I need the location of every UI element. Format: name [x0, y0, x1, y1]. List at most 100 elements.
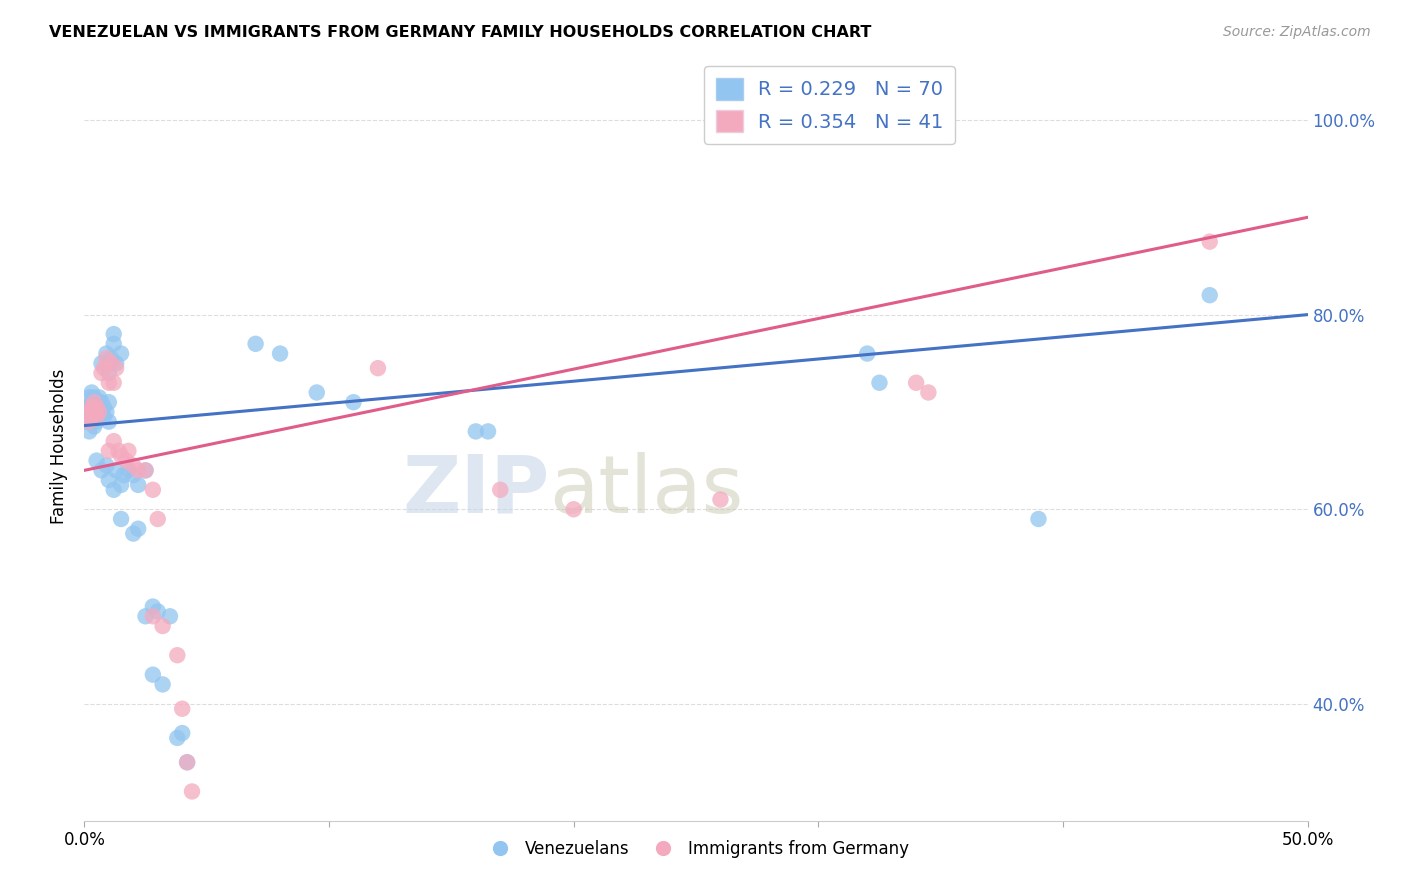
- Point: [90, 356, 112, 370]
- Point: [86, 453, 108, 467]
- Point: [83, 409, 105, 424]
- Point: [464, 425, 486, 439]
- Point: [142, 599, 165, 614]
- Point: [97, 376, 120, 390]
- Point: [110, 512, 132, 526]
- Point: [856, 346, 879, 360]
- Text: VENEZUELAN VS IMMIGRANTS FROM GERMANY FAMILY HOUSEHOLDS CORRELATION CHART: VENEZUELAN VS IMMIGRANTS FROM GERMANY FA…: [49, 25, 872, 40]
- Point: [115, 453, 138, 467]
- Point: [77, 390, 100, 404]
- Point: [87, 400, 110, 414]
- Point: [90, 395, 112, 409]
- Point: [80, 395, 103, 409]
- Point: [367, 361, 389, 376]
- Point: [103, 327, 125, 342]
- Point: [166, 731, 188, 745]
- Point: [83, 400, 105, 414]
- Point: [477, 425, 499, 439]
- Point: [905, 376, 928, 390]
- Point: [105, 361, 128, 376]
- Point: [176, 756, 198, 770]
- Point: [97, 473, 120, 487]
- Point: [97, 443, 120, 458]
- Point: [172, 726, 194, 740]
- Point: [87, 409, 110, 424]
- Point: [135, 609, 157, 624]
- Point: [86, 405, 108, 419]
- Point: [93, 361, 115, 376]
- Point: [77, 415, 100, 429]
- Point: [127, 522, 149, 536]
- Point: [142, 483, 165, 497]
- Point: [146, 512, 169, 526]
- Point: [80, 405, 103, 419]
- Point: [87, 390, 110, 404]
- Point: [105, 463, 128, 477]
- Point: [76, 409, 98, 424]
- Point: [122, 526, 145, 541]
- Point: [83, 405, 105, 419]
- Point: [83, 390, 105, 404]
- Point: [159, 609, 181, 624]
- Point: [342, 395, 364, 409]
- Point: [90, 366, 112, 380]
- Point: [127, 463, 149, 477]
- Point: [122, 458, 145, 473]
- Text: ZIP: ZIP: [402, 452, 550, 530]
- Point: [96, 405, 118, 419]
- Point: [97, 415, 120, 429]
- Point: [80, 415, 103, 429]
- Point: [103, 434, 125, 449]
- Point: [80, 400, 103, 414]
- Point: [76, 415, 98, 429]
- Point: [562, 502, 585, 516]
- Point: [166, 648, 188, 663]
- Point: [96, 346, 118, 360]
- Point: [100, 356, 122, 370]
- Point: [96, 458, 118, 473]
- Point: [1198, 288, 1220, 302]
- Point: [93, 409, 115, 424]
- Legend: Venezuelans, Immigrants from Germany: Venezuelans, Immigrants from Germany: [477, 833, 915, 864]
- Point: [135, 463, 157, 477]
- Point: [181, 784, 204, 798]
- Point: [100, 351, 122, 366]
- Point: [90, 463, 112, 477]
- Point: [176, 756, 198, 770]
- Point: [103, 336, 125, 351]
- Point: [110, 346, 132, 360]
- Point: [97, 395, 120, 409]
- Point: [87, 405, 110, 419]
- Point: [917, 385, 939, 400]
- Point: [86, 409, 108, 424]
- Point: [152, 619, 174, 633]
- Point: [76, 405, 98, 419]
- Point: [172, 702, 194, 716]
- Point: [77, 425, 100, 439]
- Point: [80, 385, 103, 400]
- Point: [142, 609, 165, 624]
- Point: [1198, 235, 1220, 249]
- Point: [269, 346, 291, 360]
- Point: [86, 395, 108, 409]
- Point: [245, 336, 267, 351]
- Point: [142, 667, 165, 681]
- Point: [110, 478, 132, 492]
- Text: Source: ZipAtlas.com: Source: ZipAtlas.com: [1223, 25, 1371, 39]
- Point: [152, 677, 174, 691]
- Point: [103, 376, 125, 390]
- Point: [489, 483, 512, 497]
- Point: [83, 395, 105, 409]
- Point: [117, 463, 139, 477]
- Point: [97, 366, 120, 380]
- Text: atlas: atlas: [550, 452, 744, 530]
- Point: [86, 415, 108, 429]
- Point: [107, 443, 129, 458]
- Point: [90, 405, 112, 419]
- Point: [103, 483, 125, 497]
- Point: [127, 478, 149, 492]
- Point: [135, 463, 157, 477]
- Point: [80, 409, 103, 424]
- Point: [105, 356, 128, 370]
- Point: [112, 468, 135, 483]
